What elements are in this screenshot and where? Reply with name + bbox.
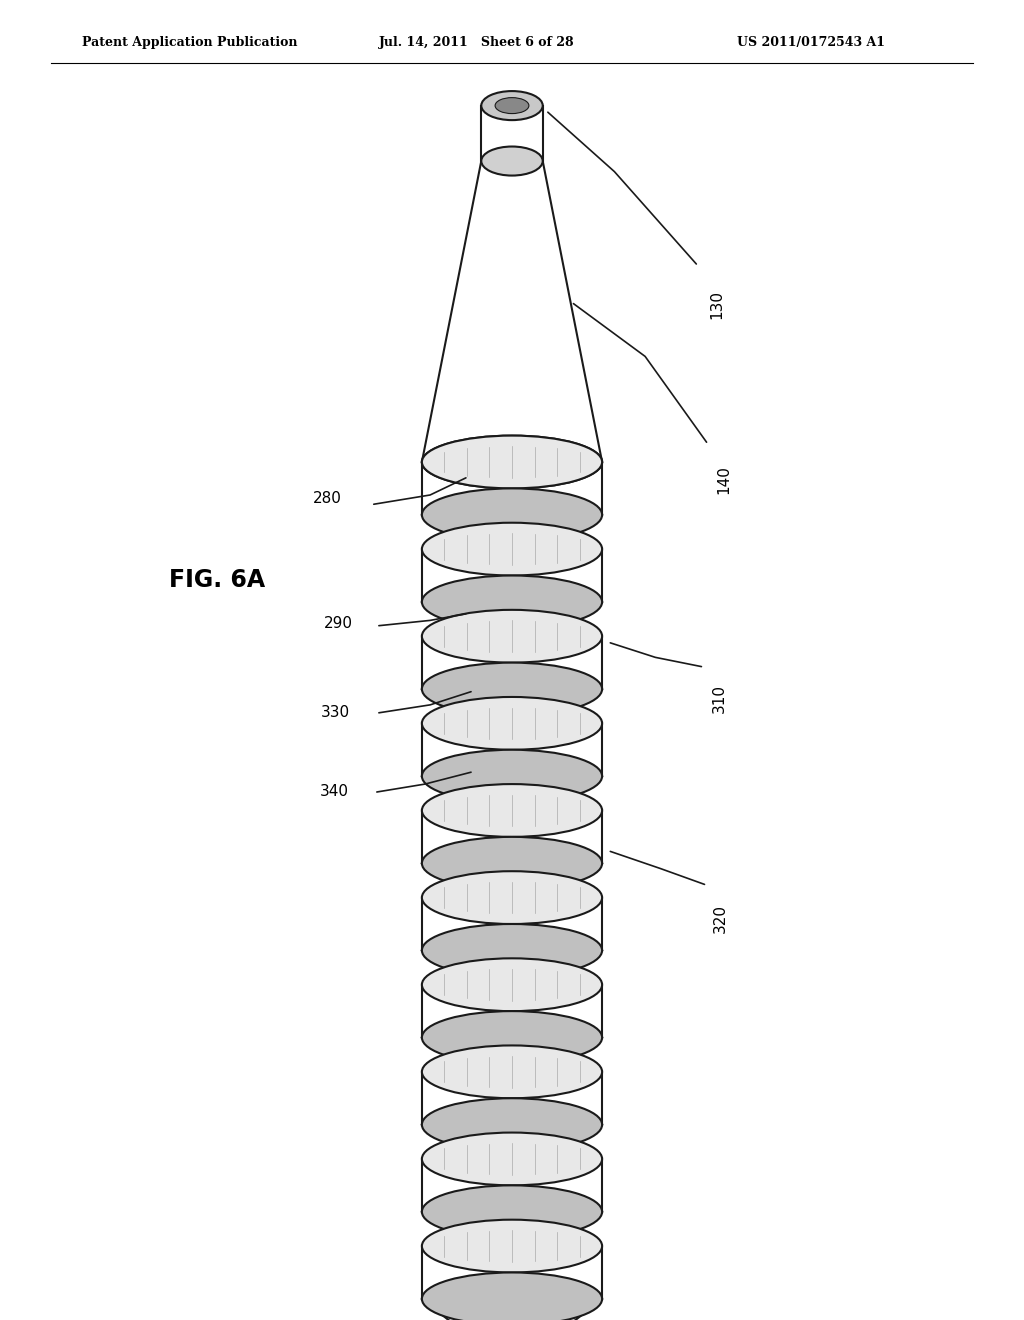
Text: 290: 290	[324, 615, 352, 631]
Polygon shape	[422, 863, 602, 898]
Ellipse shape	[422, 1098, 602, 1151]
Polygon shape	[422, 1125, 602, 1159]
Polygon shape	[422, 161, 602, 462]
Ellipse shape	[422, 837, 602, 890]
Ellipse shape	[422, 1185, 602, 1238]
Polygon shape	[422, 1038, 602, 1072]
Ellipse shape	[422, 958, 602, 1011]
Polygon shape	[422, 689, 602, 723]
Polygon shape	[422, 776, 602, 810]
Ellipse shape	[422, 750, 602, 803]
Polygon shape	[422, 1212, 602, 1246]
Ellipse shape	[465, 1230, 559, 1262]
Polygon shape	[422, 898, 602, 950]
Ellipse shape	[422, 436, 602, 488]
Ellipse shape	[465, 533, 559, 565]
Text: 310: 310	[712, 684, 726, 713]
Polygon shape	[422, 515, 602, 549]
Polygon shape	[422, 1159, 602, 1212]
Ellipse shape	[481, 147, 543, 176]
Ellipse shape	[422, 576, 602, 628]
Ellipse shape	[422, 663, 602, 715]
Ellipse shape	[422, 1133, 602, 1185]
Ellipse shape	[422, 523, 602, 576]
Text: 130: 130	[710, 290, 724, 319]
Ellipse shape	[422, 871, 602, 924]
Ellipse shape	[465, 969, 559, 1001]
Ellipse shape	[422, 1045, 602, 1098]
Ellipse shape	[422, 697, 602, 750]
Text: US 2011/0172543 A1: US 2011/0172543 A1	[737, 36, 886, 49]
Text: Jul. 14, 2011   Sheet 6 of 28: Jul. 14, 2011 Sheet 6 of 28	[379, 36, 574, 49]
Ellipse shape	[422, 1011, 602, 1064]
Ellipse shape	[422, 610, 602, 663]
Ellipse shape	[422, 436, 602, 488]
Text: 340: 340	[319, 784, 348, 800]
Ellipse shape	[465, 795, 559, 826]
Text: 330: 330	[322, 705, 350, 721]
Ellipse shape	[422, 924, 602, 977]
Ellipse shape	[422, 488, 602, 541]
Polygon shape	[422, 1072, 602, 1125]
Text: 280: 280	[313, 491, 342, 507]
Polygon shape	[422, 462, 602, 515]
Ellipse shape	[496, 98, 528, 114]
Text: Patent Application Publication: Patent Application Publication	[82, 36, 297, 49]
Ellipse shape	[465, 620, 559, 652]
Polygon shape	[422, 950, 602, 985]
Polygon shape	[422, 723, 602, 776]
Ellipse shape	[465, 882, 559, 913]
Polygon shape	[422, 1246, 602, 1299]
Ellipse shape	[465, 1317, 559, 1320]
Ellipse shape	[465, 1143, 559, 1175]
Polygon shape	[422, 549, 602, 602]
Polygon shape	[422, 810, 602, 863]
Polygon shape	[422, 602, 602, 636]
Ellipse shape	[465, 708, 559, 739]
Ellipse shape	[422, 1272, 602, 1320]
Polygon shape	[481, 106, 543, 161]
Text: FIG. 6A: FIG. 6A	[169, 569, 265, 593]
Polygon shape	[422, 636, 602, 689]
Ellipse shape	[481, 91, 543, 120]
Polygon shape	[422, 985, 602, 1038]
Ellipse shape	[422, 784, 602, 837]
Text: 140: 140	[717, 465, 731, 494]
Text: 320: 320	[713, 904, 727, 933]
Polygon shape	[422, 1299, 602, 1320]
Ellipse shape	[465, 1056, 559, 1088]
Ellipse shape	[422, 1220, 602, 1272]
